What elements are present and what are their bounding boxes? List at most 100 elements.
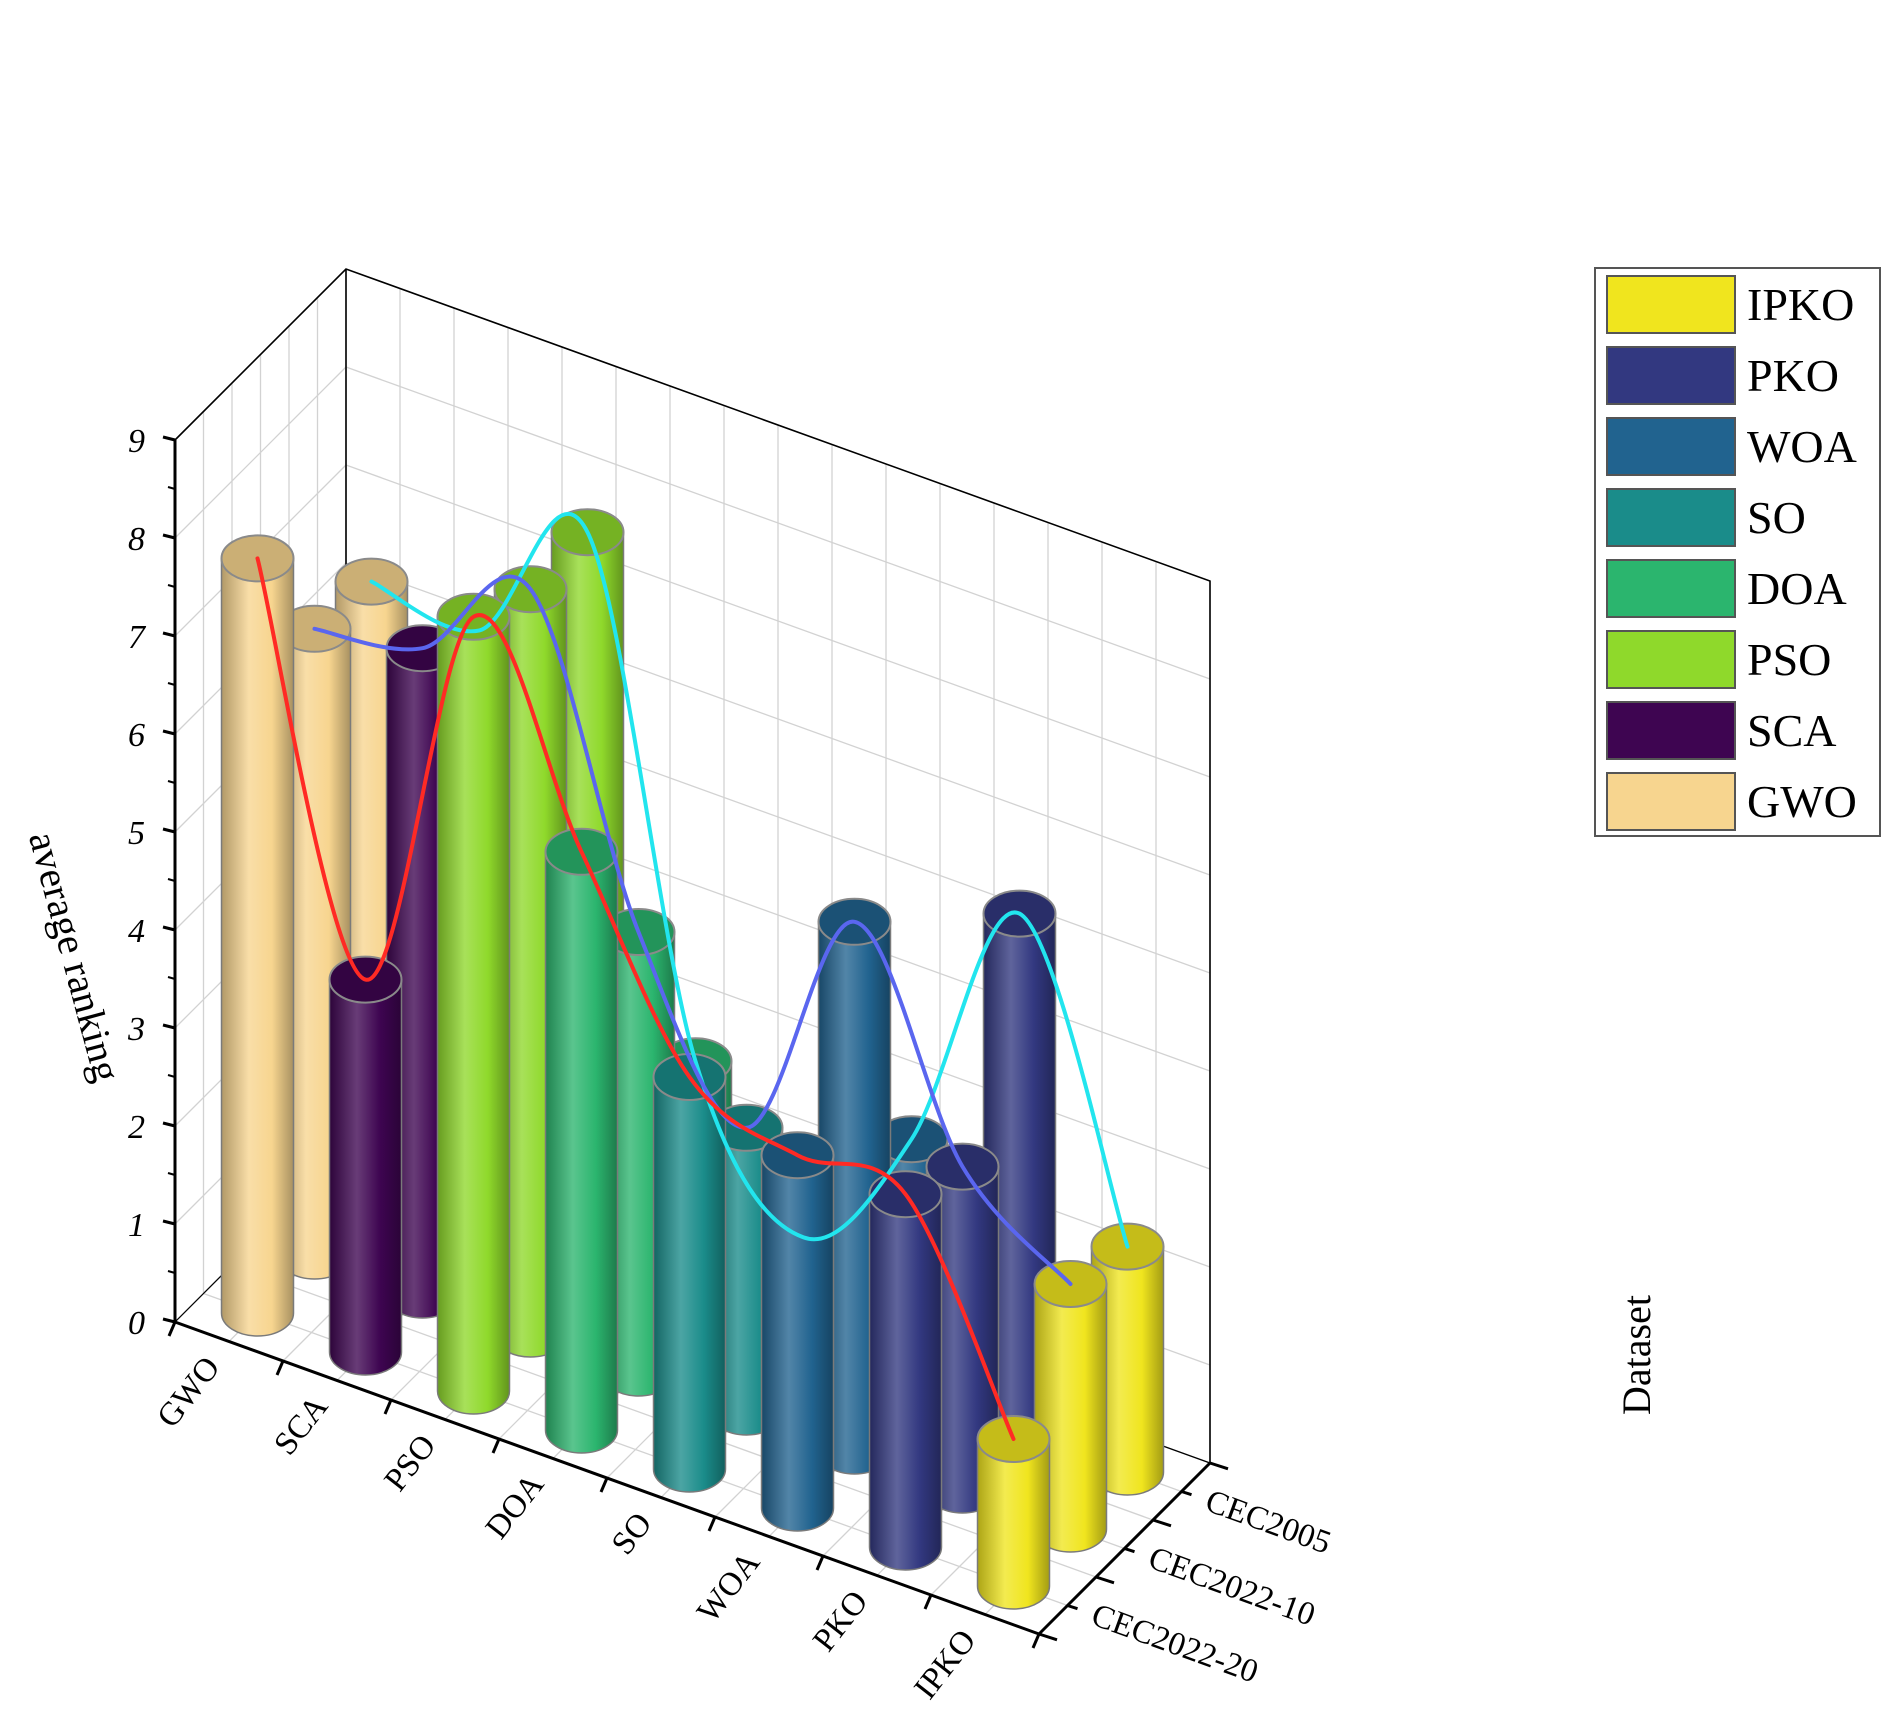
bar-body (652, 1076, 727, 1493)
y-minor-tick (167, 976, 176, 980)
legend-entry-ipko: IPKO (1606, 275, 1854, 334)
z-tick-mark (1038, 1632, 1058, 1642)
z-tick-mark (1067, 1604, 1078, 1611)
legend-label: WOA (1747, 421, 1857, 472)
y-tick-mark (162, 1219, 176, 1226)
legend-label: GWO (1747, 776, 1857, 827)
x-tick-label: GWO (150, 1350, 227, 1434)
legend-swatch (1606, 559, 1736, 618)
y-tick-mark (162, 925, 176, 932)
z-tick-mark (1152, 1518, 1172, 1528)
x-tick-mark (707, 1516, 717, 1532)
legend-label: IPKO (1747, 279, 1854, 330)
x-tick-mark (923, 1594, 933, 1610)
y-tick-label: 0 (128, 1305, 145, 1342)
y-tick-label: 6 (128, 717, 145, 754)
x-tick-label: PSO (378, 1428, 444, 1498)
legend-swatch (1606, 417, 1736, 476)
x-tick-mark (599, 1477, 609, 1493)
y-minor-tick (167, 682, 176, 686)
legend-swatch (1606, 630, 1736, 689)
z-tick-mark (1209, 1461, 1229, 1471)
y-tick-mark (162, 533, 176, 540)
trend-lines (255, 511, 1130, 1441)
x-tick-label: PKO (806, 1584, 875, 1658)
y-tick-mark (162, 631, 176, 638)
x-tick-mark (383, 1399, 393, 1415)
bar-gwo-cec2022-20 (220, 534, 295, 1337)
bar-pso-cec2022-20 (436, 592, 511, 1415)
trend-line-cec2022-10 (312, 574, 1073, 1286)
x-tick-label: SO (605, 1506, 659, 1561)
bar-body (328, 978, 403, 1376)
y-tick-label: 8 (128, 521, 145, 558)
x-tick-mark (167, 1321, 177, 1337)
legend-entry-woa: WOA (1606, 417, 1857, 476)
z-tick-label: CEC2005 (1201, 1483, 1336, 1561)
y-axis-title: average ranking (20, 827, 130, 1086)
legend-label: SO (1747, 492, 1806, 543)
x-tick-mark (1031, 1633, 1041, 1649)
bar-sca-cec2022-20 (328, 955, 403, 1376)
y-tick-mark (162, 729, 176, 736)
legend-swatch (1606, 346, 1736, 405)
legend-swatch (1606, 488, 1736, 547)
y-tick-mark (162, 1121, 176, 1128)
bar-body (760, 1154, 835, 1532)
legend-entry-pko: PKO (1606, 346, 1839, 405)
legend-entry-sca: SCA (1606, 701, 1836, 760)
y-minor-tick (167, 584, 176, 588)
legend-label: PKO (1747, 350, 1839, 401)
y-tick-mark (162, 827, 176, 834)
legend-label: DOA (1747, 563, 1847, 614)
y-axis: 0 1 2 3 4 5 6 7 8 9 (127, 423, 177, 1342)
bar-woa-cec2022-20 (760, 1131, 835, 1532)
legend-label: PSO (1747, 634, 1831, 685)
bar-ipko-cec2022-20 (976, 1415, 1051, 1610)
y-minor-tick (167, 878, 176, 882)
x-tick-mark (275, 1360, 285, 1376)
trend-line-cec2005 (369, 511, 1130, 1249)
legend-entry-gwo: GWO (1606, 772, 1857, 831)
bar-doa-cec2022-20 (544, 827, 619, 1454)
y-tick-label: 5 (128, 815, 145, 852)
y-minor-tick (167, 1172, 176, 1176)
z-tick-mark (1095, 1575, 1115, 1585)
y-tick-label: 1 (128, 1207, 145, 1244)
y-minor-tick (167, 1270, 176, 1274)
legend-swatch (1606, 772, 1736, 831)
y-tick-mark (162, 1023, 176, 1030)
z-tick-label: CEC2022-20 (1087, 1597, 1263, 1690)
x-tick-label: SCA (267, 1389, 335, 1462)
y-tick-mark (162, 1317, 176, 1324)
x-tick-label: WOA (690, 1545, 767, 1629)
y-tick-label: 3 (127, 1011, 145, 1048)
bar-body (868, 1193, 943, 1571)
y-minor-tick (167, 1074, 176, 1078)
bar-body (436, 616, 511, 1415)
z-axis-title: Dataset (1614, 1295, 1659, 1415)
bar-body (220, 557, 295, 1337)
legend: IPKO PKO WOA SO DOA PSO SCA GWO (1594, 267, 1881, 837)
legend-swatch (1606, 275, 1736, 334)
z-tick-label: CEC2022-10 (1144, 1540, 1320, 1633)
x-tick-mark (815, 1555, 825, 1571)
trend-line-cec2022-20 (255, 556, 1016, 1441)
y-minor-tick (167, 780, 176, 784)
legend-entry-pso: PSO (1606, 630, 1831, 689)
z-tick-mark (1181, 1490, 1192, 1497)
y-tick-label: 2 (128, 1109, 145, 1146)
bar-pko-cec2022-20 (868, 1170, 943, 1571)
legend-label: SCA (1747, 705, 1836, 756)
y-tick-label: 4 (128, 913, 145, 950)
bars (220, 508, 1165, 1610)
legend-swatch (1606, 701, 1736, 760)
y-minor-tick (167, 486, 176, 490)
y-tick-mark (162, 435, 176, 442)
z-tick-mark (1124, 1547, 1135, 1554)
legend-entry-so: SO (1606, 488, 1806, 547)
x-tick-mark (491, 1438, 501, 1454)
legend-entry-doa: DOA (1606, 559, 1847, 618)
bar-body (976, 1438, 1051, 1610)
